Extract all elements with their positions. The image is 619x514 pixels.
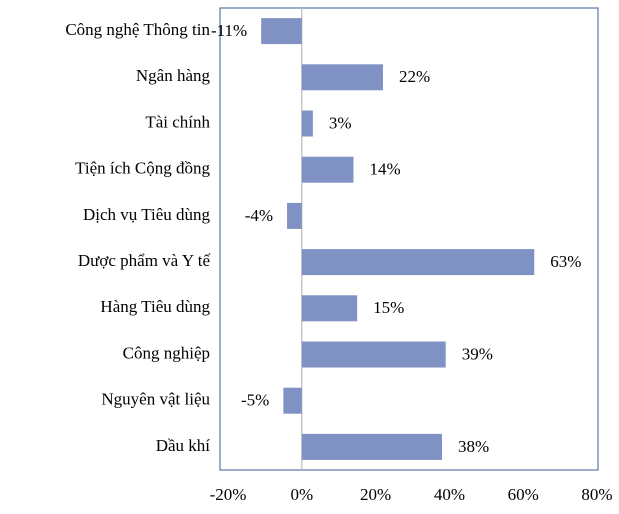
bar (287, 202, 302, 229)
x-tick-label: 40% (434, 485, 465, 504)
data-label: -4% (245, 206, 273, 225)
y-tick-label: Hàng Tiêu dùng (100, 297, 210, 316)
x-tick-label: 20% (360, 485, 391, 504)
data-label: 39% (462, 344, 493, 363)
bar (301, 295, 358, 322)
x-tick-label: 0% (290, 485, 313, 504)
y-tick-label: Dầu khí (156, 436, 211, 455)
y-tick-label: Dịch vụ Tiêu dùng (83, 205, 211, 224)
bar (301, 433, 443, 460)
data-label: -11% (211, 21, 247, 40)
bar (301, 64, 383, 91)
data-label: 14% (369, 160, 400, 179)
y-tick-label: Ngân hàng (136, 66, 211, 85)
x-tick-label: 60% (508, 485, 539, 504)
data-label: 22% (399, 67, 430, 86)
bar (301, 156, 354, 183)
bar (301, 341, 446, 368)
plot-frame (219, 7, 599, 471)
data-label: 63% (550, 252, 581, 271)
y-tick-label: Tiện ích Cộng đồng (75, 159, 210, 178)
y-tick-label: Công nghệ Thông tin (65, 20, 210, 39)
x-tick-label: 80% (581, 485, 612, 504)
y-tick-label: Tài chính (145, 112, 210, 131)
y-tick-label: Công nghiệp (123, 343, 210, 362)
y-tick-label: Nguyên vật liệu (101, 390, 210, 409)
bar (261, 18, 302, 45)
data-label: -5% (241, 391, 269, 410)
data-label: 38% (458, 437, 489, 456)
y-tick-label: Dược phẩm và Y tế (78, 251, 211, 270)
bar (301, 249, 535, 276)
bar (283, 387, 302, 414)
data-label: 15% (373, 298, 404, 317)
bar (301, 110, 313, 137)
data-label: 3% (329, 113, 352, 132)
x-tick-label: -20% (210, 485, 247, 504)
